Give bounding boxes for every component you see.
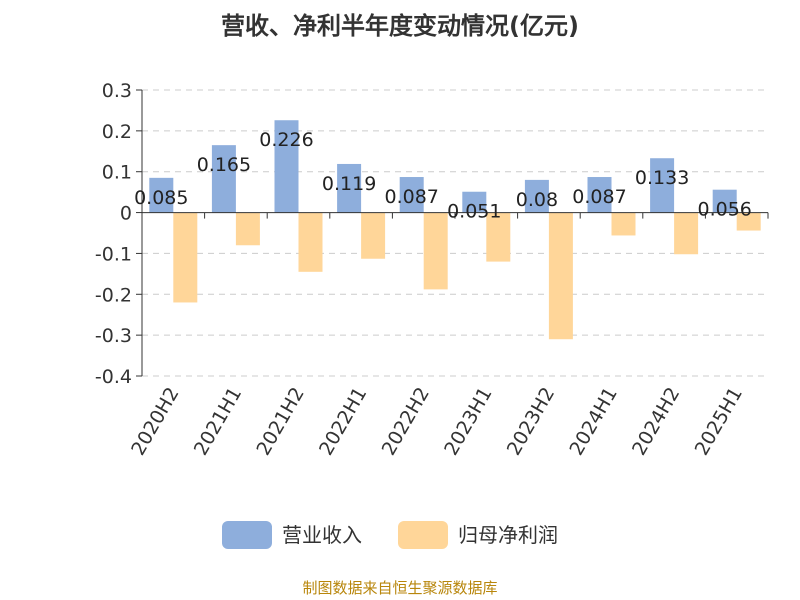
revenue-bar-2021H2 (274, 120, 299, 213)
revenue-bar-2022H2 (399, 177, 424, 213)
y-tick-label: 0 (120, 203, 132, 225)
y-tick-label: 0.1 (102, 162, 132, 184)
net-profit-bar-2020H2 (173, 212, 198, 303)
legend-label-net-profit[interactable]: 归母净利润 (458, 523, 558, 547)
legend-swatch-revenue[interactable] (222, 521, 272, 549)
data-label: 0.056 (697, 199, 751, 221)
source-note: 制图数据来自恒生聚源数据库 (302, 579, 497, 597)
chart-title: 营收、净利半年度变动情况(亿元) (221, 12, 579, 40)
x-tick-label: 2025H1 (691, 384, 747, 460)
revenue-bar-2022H1 (337, 163, 362, 213)
revenue-bar-2021H1 (211, 145, 236, 213)
legend[interactable]: 营业收入 归母净利润 (222, 521, 558, 549)
data-label: 0.119 (322, 173, 376, 195)
net-profit-bar-2022H1 (361, 212, 386, 259)
data-labels-layer: 0.085 0.165 0.226 0.119 0.087 0.051 0.08 0.087 0… (134, 129, 752, 223)
x-tick-label: 2020H2 (127, 384, 183, 460)
data-label: 0.226 (259, 129, 313, 151)
net-profit-bar-2025H1 (736, 212, 761, 231)
y-tick-label: -0.3 (95, 325, 132, 347)
revenue-bar-2020H2 (149, 177, 174, 213)
net-profit-bar-2023H1 (486, 212, 511, 262)
bars-layer (149, 120, 761, 340)
grid-lines (142, 89, 768, 377)
x-tick-label: 2023H1 (440, 384, 496, 460)
data-label: 0.165 (197, 154, 251, 176)
y-tick-label: -0.1 (95, 243, 132, 265)
net-profit-bar-2024H1 (611, 212, 636, 236)
revenue-bar-2024H2 (650, 158, 675, 213)
x-tick-label: 2022H1 (315, 384, 371, 460)
revenue-bar-2023H1 (462, 191, 487, 213)
revenue-bar-2023H2 (524, 179, 549, 213)
net-profit-bar-2022H2 (423, 212, 448, 290)
data-label: 0.085 (134, 187, 188, 209)
net-profit-bar-2021H2 (298, 212, 323, 272)
revenue-bar-2024H1 (587, 177, 612, 213)
x-tick-label: 2021H1 (190, 384, 246, 460)
y-tick-label: 0.2 (102, 121, 132, 143)
net-profit-bar-2024H2 (674, 212, 699, 255)
net-profit-bar-2023H2 (548, 212, 573, 340)
data-label: 0.087 (384, 186, 438, 208)
data-label: 0.087 (572, 186, 626, 208)
x-tick-label: 2023H2 (503, 384, 559, 460)
y-tick-label: -0.2 (95, 284, 132, 306)
x-tick-label: 2024H1 (565, 384, 621, 460)
x-tick-label: 2024H2 (628, 384, 684, 460)
net-profit-bar-2021H1 (235, 212, 260, 246)
legend-label-revenue[interactable]: 营业收入 (282, 523, 362, 547)
data-label: 0.051 (447, 201, 501, 223)
y-tick-label: -0.4 (95, 366, 132, 388)
data-label: 0.133 (635, 167, 689, 189)
legend-swatch-net-profit[interactable] (398, 521, 448, 549)
data-label: 0.08 (516, 189, 558, 211)
revenue-bar-2025H1 (712, 189, 737, 213)
x-tick-label: 2022H2 (378, 384, 434, 460)
x-tick-label: 2021H2 (252, 384, 308, 460)
y-tick-label: 0.3 (102, 80, 132, 102)
